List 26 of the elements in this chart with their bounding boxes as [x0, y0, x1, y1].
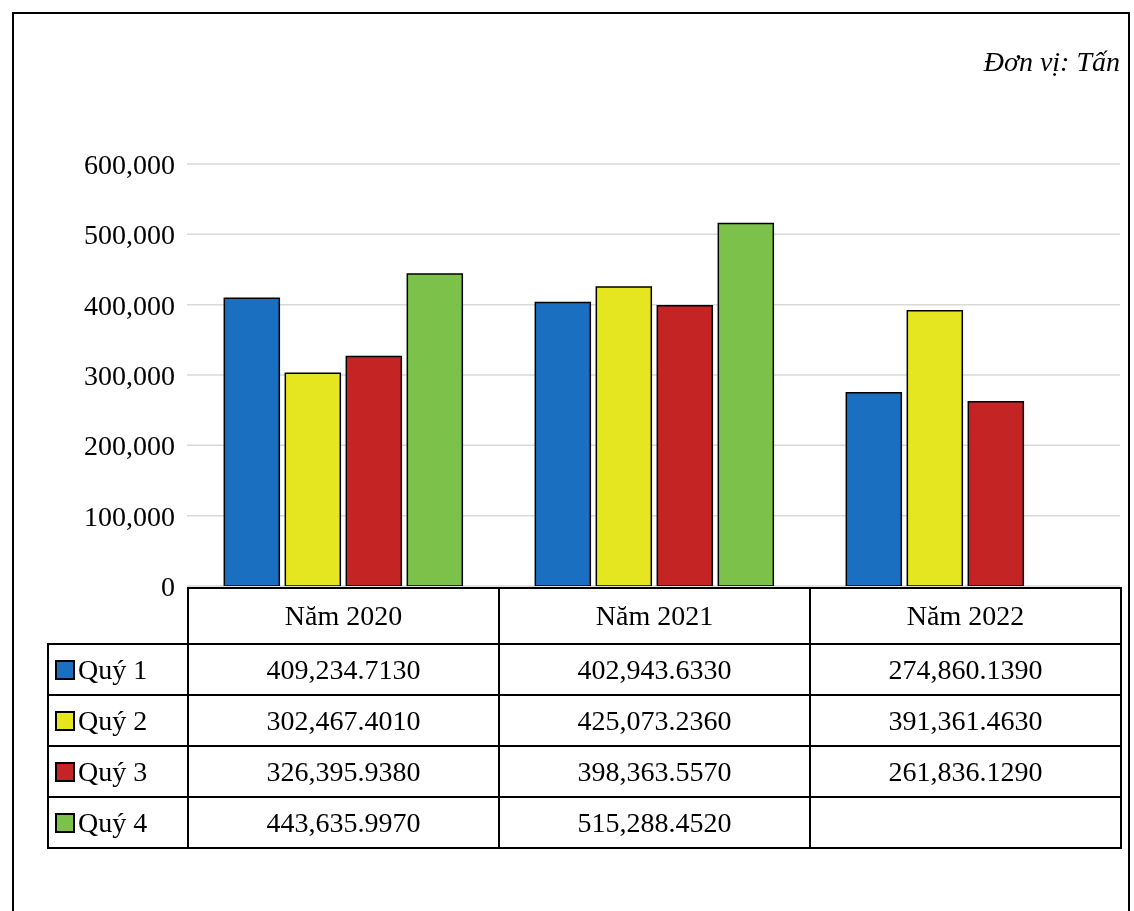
y-tick-label: 200,000	[84, 430, 175, 462]
data-label: 398,363.5570	[499, 746, 810, 797]
legend-label: Quý 3	[48, 746, 188, 797]
data-label: 443,635.9970	[188, 797, 499, 848]
data-label: 326,395.9380	[188, 746, 499, 797]
y-tick-label: 600,000	[84, 148, 175, 180]
data-label: 402,943.6330	[499, 644, 810, 695]
legend-label: Quý 2	[48, 695, 188, 746]
x-tick-label: Năm 2020	[188, 588, 499, 644]
text: Đơn vị: Tấn	[983, 46, 1120, 78]
y-tick-label: 400,000	[84, 289, 175, 321]
data-label: 391,361.4630	[810, 695, 1121, 746]
data-label: 274,860.1390	[810, 644, 1121, 695]
data-label: 515,288.4520	[499, 797, 810, 848]
y-tick-label: 300,000	[84, 359, 175, 391]
data-label: 261,836.1290	[810, 746, 1121, 797]
x-tick-label: Năm 2022	[810, 588, 1121, 644]
legend-label: Quý 1	[48, 644, 188, 695]
legend-label: Quý 4	[48, 797, 188, 848]
data-label: 425,073.2360	[499, 695, 810, 746]
x-tick-label: Năm 2021	[499, 588, 810, 644]
data-label: 409,234.7130	[188, 644, 499, 695]
y-tick-label: 100,000	[84, 500, 175, 532]
data-label: 302,467.4010	[188, 695, 499, 746]
y-tick-label: 0	[161, 570, 175, 602]
y-tick-label: 500,000	[84, 219, 175, 251]
